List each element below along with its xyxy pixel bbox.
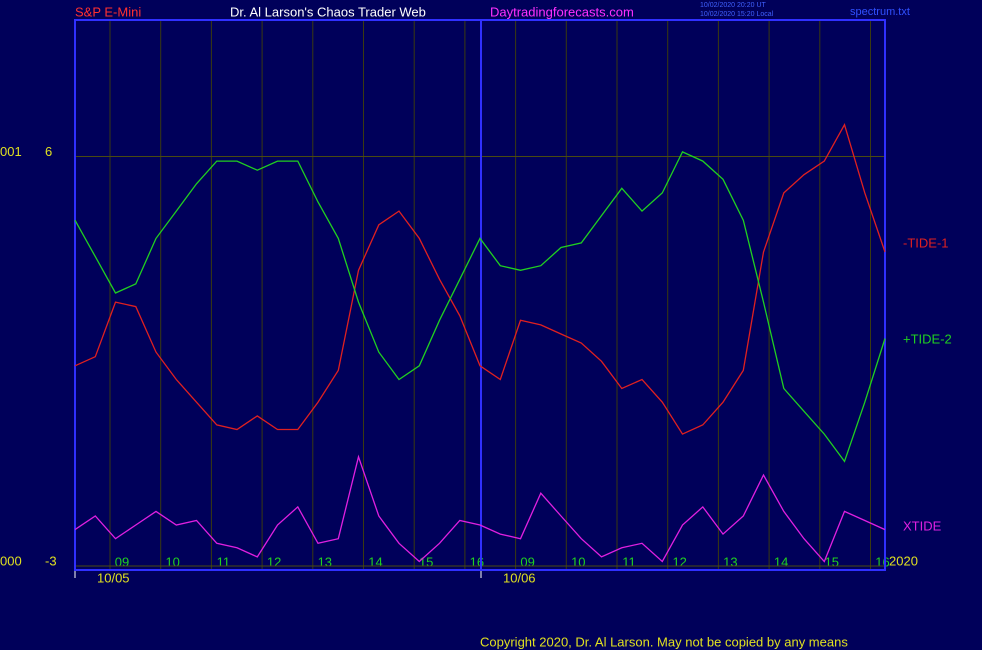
y-prefix-label: 000 <box>0 553 22 568</box>
x-tick-label: 09 <box>115 554 129 569</box>
copyright: Copyright 2020, Dr. Al Larson. May not b… <box>480 634 848 649</box>
timestamp: 10/02/2020 20:20 UT <box>700 2 766 9</box>
x-tick-label: 13 <box>318 554 332 569</box>
x-tick-label: 12 <box>672 554 686 569</box>
x-tick-label: 14 <box>774 554 788 569</box>
x-tick-label: 13 <box>723 554 737 569</box>
file: spectrum.txt <box>850 6 910 18</box>
date-label: 10/06 <box>503 570 536 585</box>
x-tick-label: 10 <box>165 554 179 569</box>
timestamp: 10/02/2020 15:20 Local <box>700 11 774 18</box>
x-tick-label: 10 <box>571 554 585 569</box>
date-label: 10/05 <box>97 570 130 585</box>
title: Dr. Al Larson's Chaos Trader Web <box>230 4 426 19</box>
site: Daytradingforecasts.com <box>490 4 634 19</box>
legend-label: XTIDE <box>903 518 942 533</box>
y-tick-label: 6 <box>45 144 52 159</box>
series-line <box>74 151 886 463</box>
x-tick-label: 15 <box>419 554 433 569</box>
series-line <box>74 123 886 435</box>
series-line <box>74 454 886 563</box>
instrument: S&P E-Mini <box>75 4 141 19</box>
y-prefix-label: 001 <box>0 144 22 159</box>
x-tick-label: 11 <box>622 554 636 569</box>
x-tick-label: 16 <box>875 554 889 569</box>
x-tick-label: 14 <box>368 554 382 569</box>
x-tick-label: 09 <box>520 554 534 569</box>
x-tick-label: 12 <box>267 554 281 569</box>
x-tick-label: 11 <box>217 554 231 569</box>
y-tick-label: -3 <box>45 553 57 568</box>
year-label: 2020 <box>889 553 918 568</box>
legend-label: -TIDE-1 <box>903 235 949 250</box>
legend-label: +TIDE-2 <box>903 331 952 346</box>
